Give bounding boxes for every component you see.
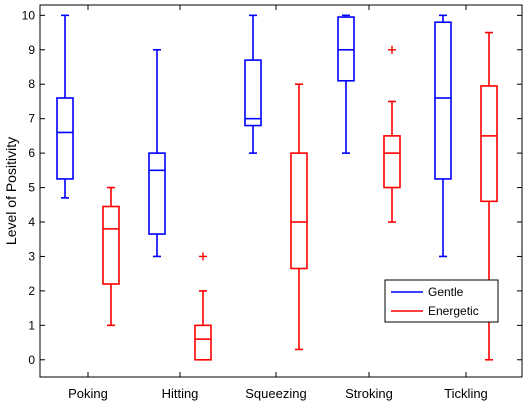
x-category-label: Squeezing <box>245 386 306 401</box>
box-energetic-poking <box>102 186 120 327</box>
x-category-label: Poking <box>68 386 108 401</box>
legend-frame <box>384 279 499 323</box>
box-iqr <box>148 152 166 235</box>
y-tick-label: 10 <box>22 8 36 22</box>
box-iqr <box>480 85 498 203</box>
y-tick-label: 3 <box>28 249 35 263</box>
y-tick-label: 6 <box>28 146 35 160</box>
box-gentle-stroking <box>337 14 355 154</box>
box-energetic-hitting <box>194 252 212 361</box>
legend-label-gentle: Gentle <box>428 285 464 299</box>
y-tick-label: 8 <box>28 77 35 91</box>
y-axis-title: Level of Positivity <box>3 137 19 245</box>
x-category-label: Hitting <box>162 386 199 401</box>
y-tick-label: 7 <box>28 112 35 126</box>
box-gentle-tickling <box>434 14 452 258</box>
y-tick-label: 1 <box>28 318 35 332</box>
box-iqr <box>290 152 308 270</box>
legend-label-energetic: Energetic <box>428 304 479 318</box>
box-iqr <box>194 324 212 361</box>
box-iqr <box>383 135 401 189</box>
y-tick-label: 2 <box>28 284 35 298</box>
x-category-label: Tickling <box>444 386 488 401</box>
axes-frame <box>39 4 523 378</box>
box-iqr <box>244 59 262 127</box>
box-iqr <box>56 97 74 180</box>
x-category-label: Stroking <box>345 386 393 401</box>
box-iqr <box>102 205 120 285</box>
y-tick-label: 9 <box>28 43 35 57</box>
y-tick-label: 4 <box>28 215 35 229</box>
box-iqr <box>434 21 452 180</box>
box-gentle-poking <box>56 14 74 199</box>
box-iqr <box>337 16 355 82</box>
legend: Gentle Energetic <box>384 279 499 323</box>
box-gentle-squeezing <box>244 14 262 154</box>
y-tick-label: 5 <box>28 181 35 195</box>
plot-area: 0 1 2 3 4 5 6 7 8 9 10 Poking Hitting Squeezing Stroki… <box>22 4 523 401</box>
box-gentle-hitting <box>148 48 166 258</box>
y-tick-label: 0 <box>28 353 35 367</box>
box-energetic-squeezing <box>290 83 308 351</box>
box-energetic-stroking <box>383 45 401 223</box>
